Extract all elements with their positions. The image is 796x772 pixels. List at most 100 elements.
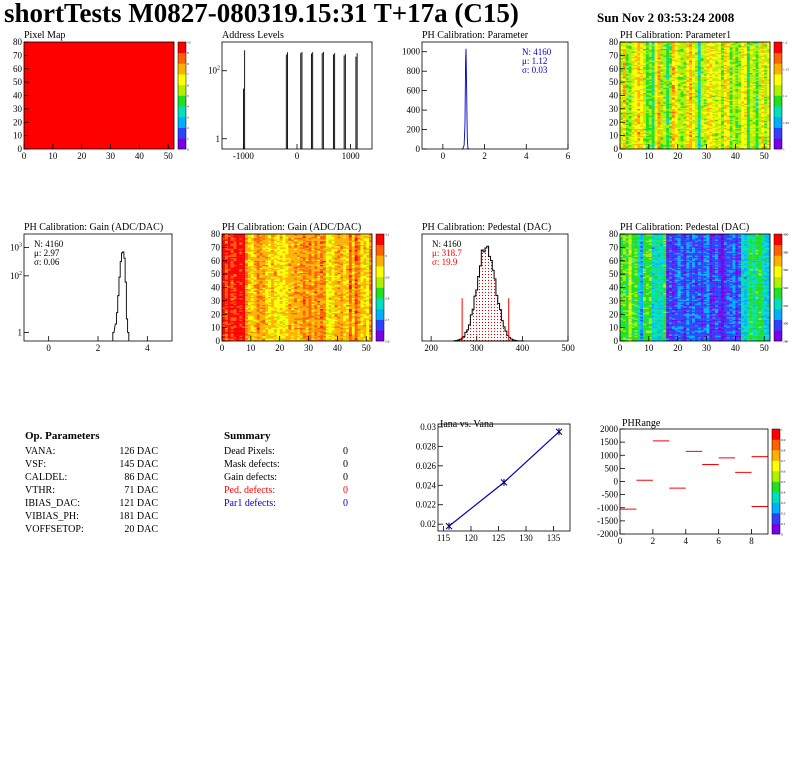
heatmap-cell bbox=[712, 90, 716, 92]
heatmap-cell bbox=[732, 128, 736, 131]
heatmap-cell bbox=[764, 60, 768, 63]
heatmap-cell bbox=[620, 146, 624, 148]
heatmap-cell bbox=[764, 147, 768, 150]
heatmap-fill bbox=[24, 42, 174, 149]
heatmap-cell bbox=[732, 135, 736, 138]
heatmap-cell bbox=[663, 42, 667, 44]
heatmap-cell bbox=[697, 72, 701, 75]
heatmap-cell bbox=[651, 123, 655, 126]
heatmap-cell bbox=[744, 74, 748, 76]
heatmap-cell bbox=[726, 67, 730, 69]
heatmap-cell bbox=[715, 127, 719, 130]
heatmap-cell bbox=[242, 288, 246, 291]
heatmap-cell bbox=[744, 110, 748, 112]
heatmap-cell bbox=[230, 322, 234, 324]
gain-map-chart: PH Calibration: Gain (ADC/DAC)0 10 20 30 40 5… bbox=[211, 222, 390, 353]
heatmap-cell bbox=[674, 67, 678, 69]
heatmap-cell bbox=[634, 114, 638, 116]
heatmap-cell bbox=[227, 314, 231, 316]
color-scale-label: 1.05 bbox=[783, 121, 789, 125]
heatmap-cell bbox=[628, 110, 632, 112]
heatmap-cell bbox=[222, 295, 226, 298]
heatmap-cell bbox=[224, 332, 228, 335]
heatmap-cell bbox=[224, 290, 228, 292]
heatmap-cell bbox=[755, 102, 759, 104]
heatmap-cell bbox=[761, 86, 765, 88]
heatmap-cell bbox=[663, 79, 667, 81]
heatmap-cell bbox=[761, 126, 765, 128]
heatmap-cell bbox=[752, 92, 756, 95]
heatmap-cell bbox=[749, 59, 753, 61]
heatmap-cell bbox=[239, 332, 243, 335]
heatmap-cell bbox=[620, 55, 624, 57]
heatmap-cell bbox=[669, 59, 673, 61]
heatmap-cell bbox=[718, 75, 722, 77]
color-scale-label: 1.1 bbox=[783, 94, 788, 98]
heatmap-cell bbox=[648, 92, 652, 95]
heatmap-cell bbox=[732, 144, 736, 147]
heatmap-cell bbox=[654, 76, 658, 79]
heatmap-cell bbox=[224, 255, 228, 257]
heatmap-cell bbox=[645, 83, 649, 85]
heatmap-cell bbox=[654, 75, 658, 77]
heatmap-cell bbox=[622, 63, 626, 65]
heatmap-cell bbox=[677, 147, 681, 150]
heatmap-cell bbox=[654, 87, 658, 89]
heatmap-cell bbox=[657, 118, 661, 120]
heatmap-cell bbox=[242, 260, 246, 263]
heatmap-cell bbox=[692, 136, 696, 139]
heatmap-cell bbox=[637, 66, 641, 68]
heatmap-cell bbox=[706, 54, 710, 56]
heatmap-cell bbox=[689, 100, 693, 103]
heatmap-cell bbox=[683, 71, 687, 73]
heatmap-cell bbox=[723, 118, 727, 120]
heatmap-cell bbox=[695, 106, 699, 108]
heatmap-cell bbox=[700, 144, 704, 147]
heatmap-cell bbox=[622, 52, 626, 55]
heatmap-cell bbox=[669, 66, 673, 68]
heatmap-cell bbox=[697, 95, 701, 97]
heatmap-cell bbox=[671, 135, 675, 138]
heatmap-cell bbox=[640, 138, 644, 140]
heatmap-cell bbox=[683, 103, 687, 106]
heatmap-cell bbox=[657, 84, 661, 87]
heatmap-cell bbox=[242, 292, 246, 295]
heatmap-cell bbox=[663, 116, 667, 119]
heatmap-cell bbox=[640, 136, 644, 139]
heatmap-cell bbox=[712, 104, 716, 107]
heatmap-cell bbox=[700, 119, 704, 122]
heatmap-cell bbox=[645, 147, 649, 150]
heatmap-cell bbox=[651, 44, 655, 47]
heatmap-cell bbox=[695, 116, 699, 119]
heatmap-cell bbox=[236, 244, 240, 247]
heatmap-cell bbox=[746, 54, 750, 56]
heatmap-cell bbox=[726, 78, 730, 80]
heatmap-cell bbox=[752, 50, 756, 52]
heatmap-cell bbox=[640, 70, 644, 72]
heatmap-cell bbox=[666, 75, 670, 77]
heatmap-cell bbox=[663, 102, 667, 104]
heatmap-cell bbox=[715, 106, 719, 108]
heatmap-cell bbox=[236, 322, 240, 324]
heatmap-cell bbox=[645, 48, 649, 51]
heatmap-cell bbox=[692, 78, 696, 80]
heatmap-cell bbox=[657, 130, 661, 132]
heatmap-cell bbox=[224, 315, 228, 318]
heatmap-cell bbox=[744, 104, 748, 107]
heatmap-cell bbox=[233, 339, 237, 342]
heatmap-cell bbox=[657, 107, 661, 110]
heatmap-cell bbox=[660, 124, 664, 127]
heatmap-cell bbox=[222, 287, 226, 289]
heatmap-cell bbox=[744, 131, 748, 134]
heatmap-cell bbox=[732, 51, 736, 53]
heatmap-cell bbox=[726, 83, 730, 85]
heatmap-cell bbox=[660, 107, 664, 110]
heatmap-cell bbox=[683, 139, 687, 142]
heatmap-cell bbox=[712, 99, 716, 101]
heatmap-cell bbox=[654, 144, 658, 147]
heatmap-cell bbox=[709, 56, 713, 59]
heatmap-cell bbox=[761, 98, 765, 100]
heatmap-cell bbox=[729, 75, 733, 77]
heatmap-cell bbox=[648, 79, 652, 81]
